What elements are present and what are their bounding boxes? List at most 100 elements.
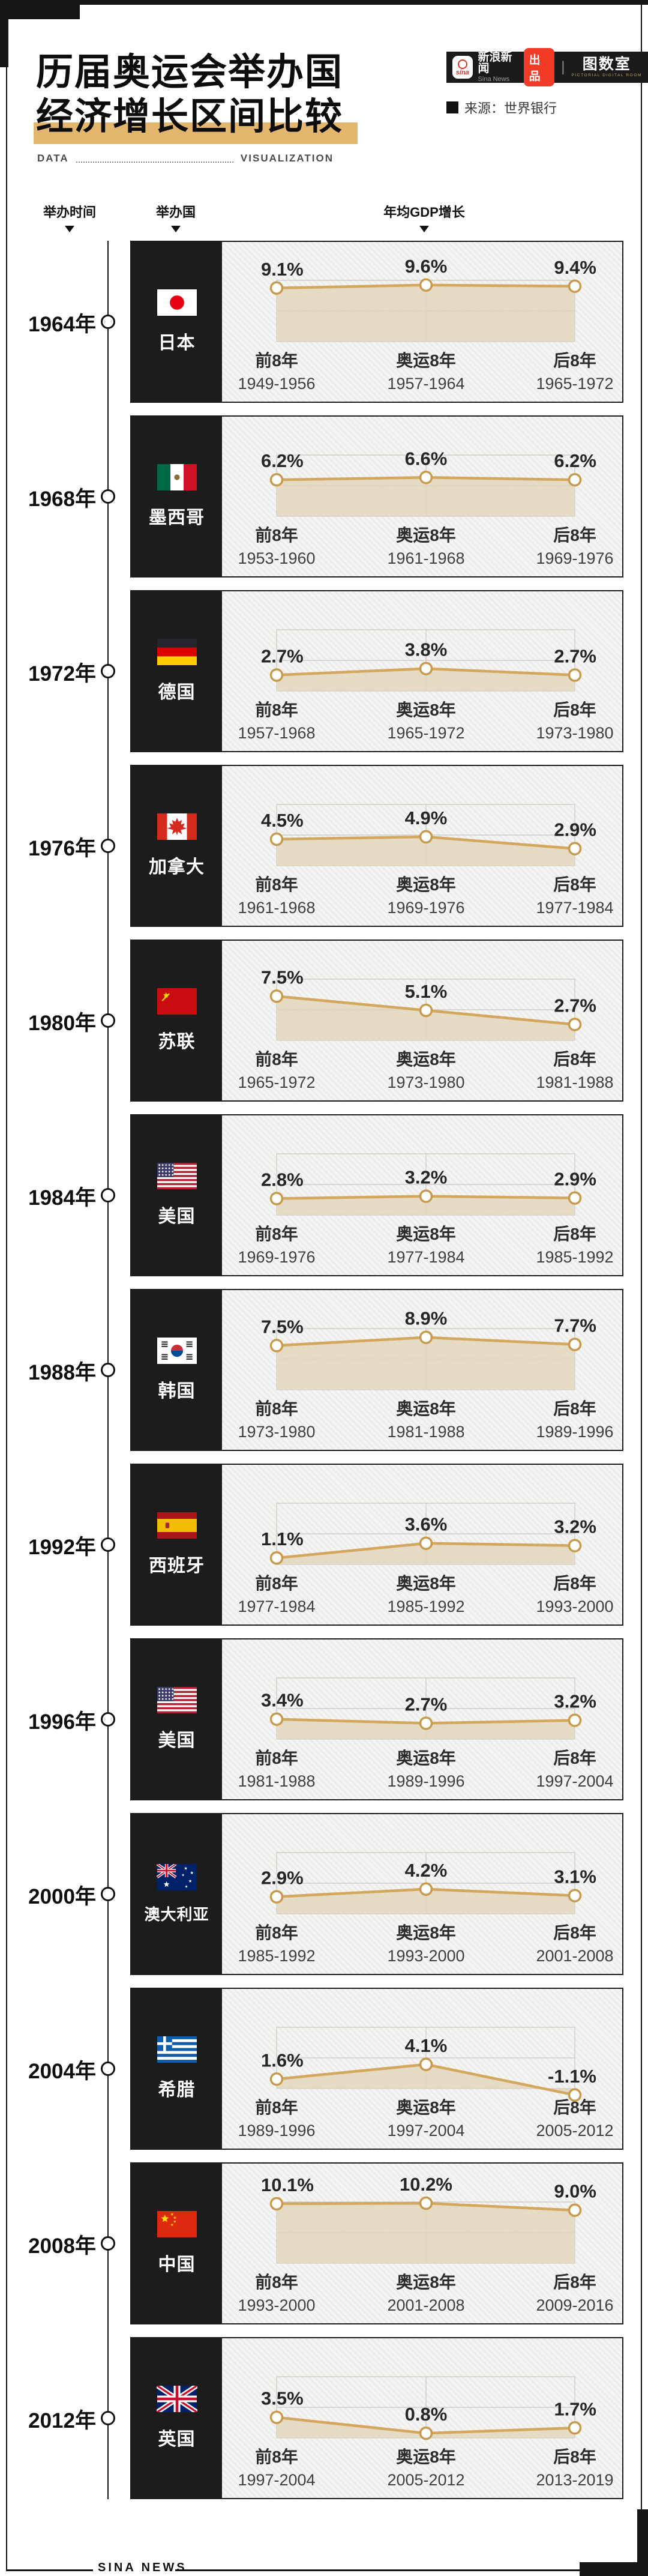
period-label: 1969-1976	[536, 549, 613, 567]
timeline-year-label: 1984年	[28, 1186, 96, 1210]
flag-svg	[157, 1338, 197, 1364]
country-panel: 澳大利亚	[131, 1814, 222, 1974]
value-label: 3.2%	[554, 1691, 596, 1712]
country-panel: 西班牙	[131, 1465, 222, 1624]
value-label: 2.7%	[554, 995, 596, 1016]
flag-cn-icon	[157, 2211, 197, 2240]
period-label: 1989-1996	[238, 2122, 315, 2140]
column-header-gdp: 年均GDP增长	[346, 202, 502, 232]
flag-svg	[157, 2036, 197, 2063]
category-label: 后8年	[553, 1049, 596, 1069]
source-bullet-square	[446, 101, 458, 113]
category-label: 前8年	[255, 2098, 298, 2117]
corner-top-left-h	[0, 0, 80, 19]
value-label: 10.2%	[400, 2174, 452, 2195]
value-label: 0.8%	[405, 2404, 448, 2425]
page-title-line2: 经济增长区间比较	[36, 96, 344, 137]
country-row-card: 加拿大 4.5% 前8年 1961-1968 4.9% 奥运8年 1969-1976 2.9%…	[130, 765, 623, 927]
value-label: 8.9%	[405, 1308, 448, 1329]
country-row-card: 德国 2.7% 前8年 1957-1968 3.8% 奥运8年 1965-1972 2.7% 后…	[130, 590, 623, 752]
corner-bottom-right-v	[637, 2509, 648, 2576]
column-header-time: 举办时间	[22, 202, 118, 232]
category-label: 前8年	[255, 1224, 298, 1243]
visualization-label: VISUALIZATION	[240, 152, 334, 164]
timeline-year-label: 2000年	[28, 1885, 96, 1908]
category-label: 前8年	[255, 1748, 298, 1767]
page-title-line1: 历届奥运会举办国	[36, 52, 344, 93]
period-label: 1965-1972	[238, 1073, 315, 1091]
gdp-mini-chart: 1.6% 前8年 1989-1996 4.1% 奥运8年 1997-2004 -1.1% 后8…	[238, 2027, 614, 2140]
period-label: 2005-2012	[536, 2122, 613, 2140]
value-label: 2.9%	[261, 1868, 304, 1889]
timeline-marker-circle	[101, 1887, 115, 1901]
category-label: 奥运8年	[396, 1748, 456, 1767]
flag-svg	[157, 813, 197, 840]
period-label: 2001-2008	[536, 1947, 613, 1965]
category-label: 前8年	[255, 2447, 298, 2466]
timeline-year-label: 1972年	[28, 662, 96, 686]
timeline-marker-circle	[101, 2236, 115, 2251]
flag-kr-icon	[157, 1338, 197, 1367]
period-label: 1985-1992	[536, 1248, 613, 1266]
dotted-divider	[76, 155, 233, 163]
period-label: 1997-2004	[238, 2471, 315, 2489]
category-label: 后8年	[553, 351, 596, 370]
flag-svg	[157, 464, 197, 490]
category-label: 后8年	[553, 700, 596, 719]
publisher-logo-bar: sina 新浪新闻 Sina News 出品 | 图数室 PICTORIAL D…	[446, 48, 648, 86]
country-name: 澳大利亚	[144, 1905, 209, 1923]
category-label: 后8年	[553, 1224, 596, 1243]
flag-svg	[157, 1687, 197, 1713]
timeline-year-label: 1996年	[28, 1710, 96, 1734]
period-label: 2001-2008	[387, 2296, 464, 2314]
country-panel: 英国	[131, 2338, 222, 2498]
country-panel: 韩国	[131, 1290, 222, 1450]
value-label: 2.9%	[554, 1169, 596, 1190]
value-label: 9.1%	[261, 259, 304, 280]
timeline-marker-circle	[101, 489, 115, 504]
studio-name: 图数室	[582, 55, 631, 73]
country-name: 美国	[158, 1731, 196, 1751]
category-label: 后8年	[553, 1573, 596, 1593]
country-row-card: 美国 2.8% 前8年 1969-1976 3.2% 奥运8年 1977-1984 2.9% 后…	[130, 1114, 623, 1276]
period-label: 1977-1984	[238, 1597, 315, 1615]
category-label: 前8年	[255, 351, 298, 370]
category-label: 奥运8年	[396, 351, 456, 370]
timeline-marker-circle	[101, 664, 115, 678]
timeline-year-label: 2012年	[28, 2409, 96, 2433]
flag-svg	[157, 988, 197, 1015]
country-name: 希腊	[158, 2080, 196, 2100]
timeline-year-label: 1992年	[28, 1536, 96, 1559]
country-name: 韩国	[158, 1381, 196, 1401]
country-row-card: 英国 3.5% 前8年 1997-2004 0.8% 奥运8年 2005-2012 1.7% 后…	[130, 2337, 623, 2499]
period-label: 1969-1976	[387, 899, 464, 917]
gdp-mini-chart: 2.8% 前8年 1969-1976 3.2% 奥运8年 1977-1984 2.9% 后8年…	[238, 1153, 614, 1266]
category-label: 前8年	[255, 525, 298, 544]
timeline-marker-circle	[101, 1013, 115, 1028]
period-label: 1989-1996	[387, 1772, 464, 1790]
sina-app-icon: sina	[452, 56, 473, 79]
timeline-marker-circle	[101, 839, 115, 853]
timeline-marker-circle	[101, 2062, 115, 2076]
category-label: 前8年	[255, 1399, 298, 1418]
country-row-card: 西班牙 1.1% 前8年 1977-1984 3.6% 奥运8年 1985-1992 3.2%…	[130, 1464, 623, 1626]
period-label: 1961-1968	[238, 899, 315, 917]
flag-mx-icon	[157, 464, 197, 493]
period-label: 1965-1972	[387, 724, 464, 742]
period-label: 1993-2000	[238, 2296, 315, 2314]
category-label: 前8年	[255, 875, 298, 894]
flag-svg	[155, 2383, 198, 2415]
period-label: 1985-1992	[238, 1947, 315, 1965]
sina-eye-icon	[457, 59, 467, 69]
value-label: 9.4%	[554, 257, 596, 278]
period-label: 1949-1956	[238, 375, 315, 393]
country-name: 德国	[158, 683, 196, 702]
source-row: 来源：世界银行	[446, 98, 557, 117]
flag-svg	[157, 1163, 197, 1189]
value-label: 2.9%	[554, 819, 596, 840]
period-label: 1957-1964	[387, 375, 464, 393]
period-label: 1997-2004	[536, 1772, 613, 1790]
value-label: 3.6%	[405, 1514, 448, 1535]
country-panel: 希腊	[131, 1989, 222, 2149]
